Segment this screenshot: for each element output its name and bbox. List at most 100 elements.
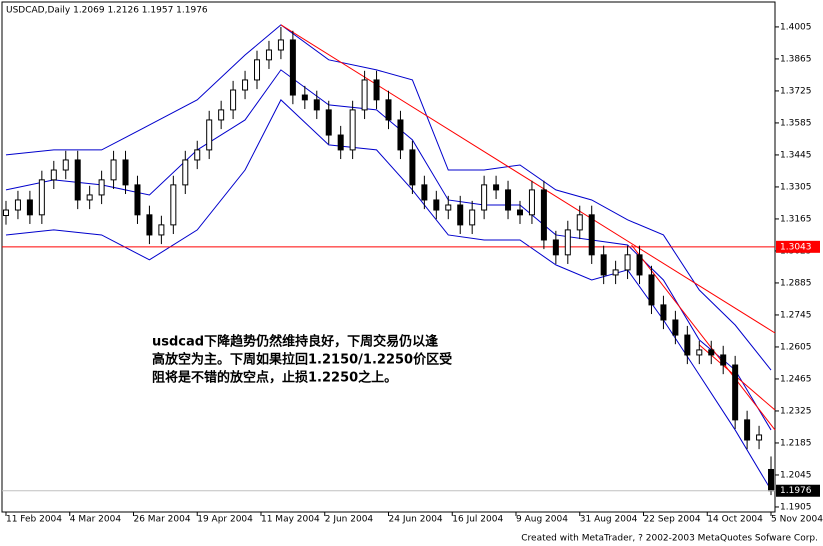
candle-body xyxy=(684,334,691,356)
candle-body xyxy=(564,229,571,256)
chart-title: USDCAD,Daily 1.2069 1.2126 1.1957 1.1976 xyxy=(6,6,208,16)
candle-body xyxy=(660,304,667,321)
candle-body xyxy=(325,109,332,136)
candle-body xyxy=(26,199,33,216)
candle-body xyxy=(242,79,249,91)
bollinger-band xyxy=(5,69,772,431)
candle-body xyxy=(433,199,440,211)
candle-body xyxy=(648,274,655,306)
candle-body xyxy=(768,468,775,492)
candle-body xyxy=(289,39,296,96)
last-price-label: 1.1976 xyxy=(780,486,812,496)
x-tick-label: 19 Apr 2004 xyxy=(197,515,253,525)
candle-body xyxy=(14,199,21,211)
x-tick-label: 11 Feb 2004 xyxy=(6,515,62,525)
y-tick-label: 1.3865 xyxy=(780,54,812,64)
candle-body xyxy=(158,224,165,236)
trend-line xyxy=(631,244,776,431)
candle-body xyxy=(636,254,643,276)
y-tick-label: 1.2185 xyxy=(780,438,812,448)
y-tick-label: 1.3585 xyxy=(780,118,812,128)
candle-body xyxy=(528,189,535,216)
candle-body xyxy=(361,79,368,111)
annotation: 阻将是不错的放空点，止损1.2250之上。 xyxy=(152,370,397,386)
candle-body xyxy=(576,214,583,231)
x-tick-label: 22 Sep 2004 xyxy=(644,515,701,525)
candle-body xyxy=(254,59,261,81)
candle-body xyxy=(696,349,703,356)
plot-frame xyxy=(1,1,776,513)
candle-body xyxy=(146,214,153,236)
y-tick-label: 1.3165 xyxy=(780,214,812,224)
candle-body xyxy=(720,354,727,366)
candle-body xyxy=(301,94,308,101)
y-tick-label: 1.3725 xyxy=(780,86,812,96)
y-tick-label: 1.2045 xyxy=(780,470,812,480)
y-tick-label: 1.2885 xyxy=(780,278,812,288)
candle-body xyxy=(134,184,141,216)
candle-body xyxy=(337,134,344,151)
candle-body xyxy=(86,194,93,201)
footer: Created with MetaTrader, ? 2002-2003 Met… xyxy=(521,534,818,544)
candle-body xyxy=(265,49,272,61)
x-tick-label: 9 Aug 2004 xyxy=(516,515,568,525)
support-label: 1.3043 xyxy=(780,242,812,252)
last-price-box xyxy=(776,484,820,497)
annotation: usdcad下降趋势仍然维持良好，下周交易仍以逢 xyxy=(152,334,438,350)
candle-body xyxy=(409,149,416,186)
x-tick-label: 26 Mar 2004 xyxy=(133,515,190,525)
x-tick-label: 2 Jun 2004 xyxy=(325,515,374,525)
candle-body xyxy=(385,99,392,121)
candle-body xyxy=(516,209,523,216)
trend-line xyxy=(280,24,776,334)
candle-body xyxy=(552,239,559,256)
candle-body xyxy=(540,189,547,241)
candle-body xyxy=(373,79,380,101)
candle-body xyxy=(756,434,763,441)
candle-body xyxy=(277,39,284,51)
candle-body xyxy=(457,204,464,226)
candle-body xyxy=(206,119,213,151)
x-tick-label: 14 Oct 2004 xyxy=(707,515,763,525)
candle-body xyxy=(708,349,715,356)
candle-body xyxy=(505,189,512,211)
candle-body xyxy=(481,184,488,211)
x-tick-label: 4 Mar 2004 xyxy=(70,515,122,525)
candle-body xyxy=(38,179,45,216)
y-tick-label: 1.1905 xyxy=(780,502,812,512)
candle-body xyxy=(313,99,320,111)
candle-body xyxy=(744,419,751,441)
candle-body xyxy=(732,364,739,421)
candle-body xyxy=(397,119,404,151)
y-tick-label: 1.3445 xyxy=(780,150,812,160)
candle-body xyxy=(600,254,607,276)
candle-body xyxy=(445,204,452,211)
support-label-box xyxy=(776,240,820,253)
x-tick-label: 16 Jul 2004 xyxy=(452,515,503,525)
y-tick-label: 1.2325 xyxy=(780,406,812,416)
candle-body xyxy=(624,254,631,271)
x-tick-label: 31 Aug 2004 xyxy=(580,515,638,525)
y-tick-label: 1.2745 xyxy=(780,310,812,320)
x-tick-label: 11 May 2004 xyxy=(261,515,320,525)
x-tick-label: 24 Jun 2004 xyxy=(389,515,443,525)
candle-body xyxy=(493,184,500,191)
candle-body xyxy=(349,109,356,151)
candle-body xyxy=(182,159,189,186)
candle-body xyxy=(50,169,57,181)
bollinger-band xyxy=(5,24,772,371)
candle-body xyxy=(170,184,177,226)
y-tick-label: 1.2605 xyxy=(780,342,812,352)
candle-body xyxy=(230,89,237,111)
candle-body xyxy=(194,149,201,161)
candle-body xyxy=(672,319,679,336)
candle-body xyxy=(110,159,117,181)
candle-body xyxy=(612,269,619,276)
candle-body xyxy=(421,184,428,201)
y-tick-label: 1.2465 xyxy=(780,374,812,384)
candle-body xyxy=(122,159,129,186)
candle-body xyxy=(2,209,9,217)
